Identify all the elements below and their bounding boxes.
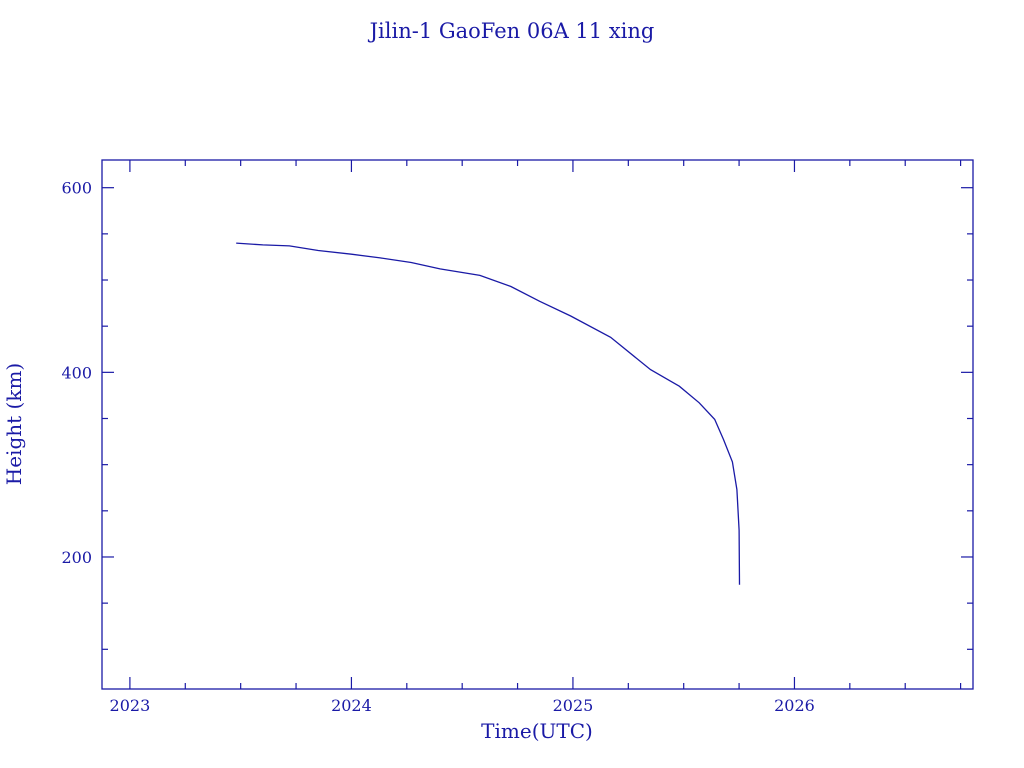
series-line — [236, 242, 741, 585]
x-tick-label: 2024 — [331, 696, 372, 715]
y-tick-label: 600 — [61, 179, 92, 198]
y-tick-label: 200 — [61, 548, 92, 567]
x-axis-label: Time(UTC) — [481, 719, 593, 743]
chart-title: Jilin-1 GaoFen 06A 11 xing — [368, 19, 655, 43]
x-tick-label: 2026 — [774, 696, 815, 715]
plot-frame — [101, 159, 974, 690]
x-tick-label: 2025 — [553, 696, 594, 715]
tick-labels: 2023 2024 2025 2026 200 400 600 — [61, 179, 814, 715]
axis-ticks — [102, 160, 973, 689]
y-tick-label: 400 — [61, 363, 92, 382]
x-tick-label: 2023 — [110, 696, 151, 715]
y-axis-label: Height (km) — [2, 363, 26, 485]
